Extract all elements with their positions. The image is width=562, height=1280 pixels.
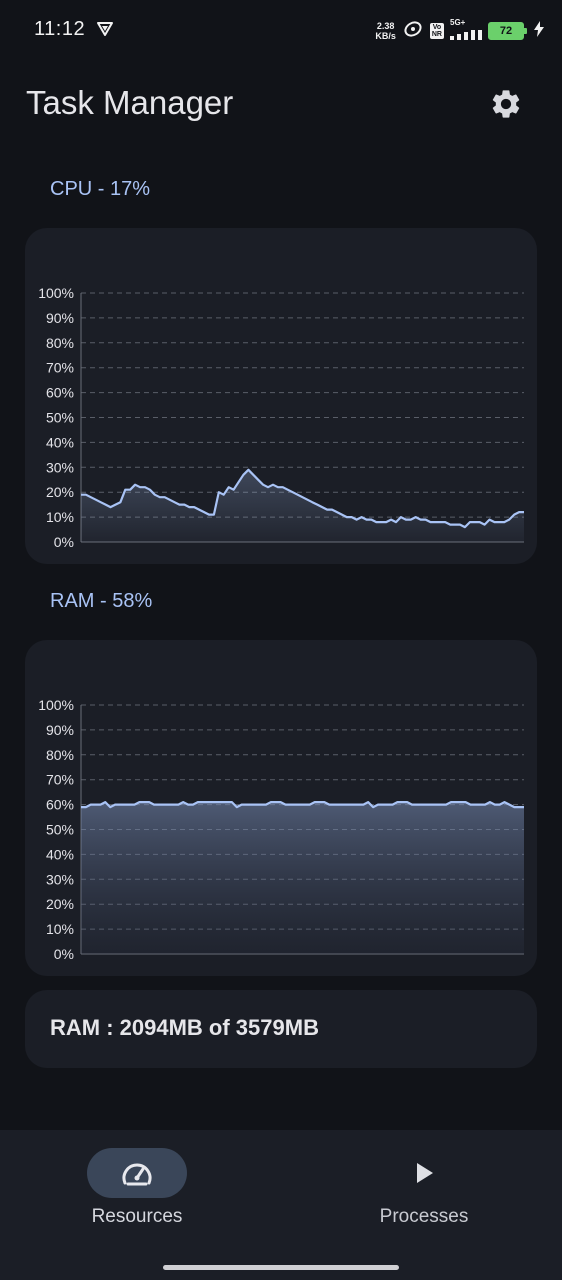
cpu-chart-ytick-label: 0% — [54, 534, 74, 550]
bottom-navigation: Resources Processes — [0, 1130, 562, 1280]
ram-chart-ytick-label: 10% — [46, 921, 74, 937]
hotspot-icon — [402, 20, 424, 43]
speedometer-icon — [122, 1163, 152, 1186]
ram-chart-ytick-label: 60% — [46, 797, 74, 813]
status-bar: 11:12 2.38 KB/s Vo NR 5G+ — [0, 0, 562, 60]
vpn-icon — [96, 20, 114, 43]
cpu-chart-ytick-label: 100% — [38, 285, 74, 301]
ram-chart-ytick-label: 20% — [46, 896, 74, 912]
ram-chart-ytick-label: 30% — [46, 871, 74, 887]
play-icon — [417, 1163, 433, 1183]
signal-icon — [450, 27, 482, 45]
cpu-chart-ytick-label: 70% — [46, 360, 74, 376]
volte-badge: Vo NR — [429, 23, 444, 39]
ram-info-card: RAM : 2094MB of 3579MB — [25, 990, 537, 1068]
status-indicators: 2.38 KB/s Vo NR 5G+ — [375, 18, 544, 44]
cpu-chart-ytick-label: 40% — [46, 434, 74, 450]
nav-pill-resources — [87, 1148, 187, 1198]
nav-item-resources[interactable]: Resources — [47, 1148, 227, 1228]
cpu-chart-area-fill — [81, 469, 524, 542]
gear-icon — [492, 90, 520, 118]
page-title: Task Manager — [26, 84, 234, 121]
nav-item-processes[interactable]: Processes — [334, 1148, 514, 1228]
network-speed-value: 2.38 — [376, 21, 395, 31]
charging-icon — [534, 20, 544, 42]
cpu-chart-ytick-label: 80% — [46, 335, 74, 351]
nav-label-resources: Resources — [91, 1206, 183, 1227]
battery-indicator: 72 — [488, 22, 527, 40]
ram-chart-ytick-label: 100% — [38, 697, 74, 713]
ram-chart-ytick-label: 50% — [46, 822, 74, 838]
network-type-label: 5G+ — [450, 17, 466, 27]
ram-chart: 100% 90% 80% 70% 60% 50% 40% 30% 20% 10% 0% — [38, 697, 524, 962]
signal-group: 5G+ — [450, 18, 482, 45]
ram-chart-ytick-label: 90% — [46, 722, 74, 738]
battery-level: 72 — [499, 25, 513, 37]
cpu-chart-card: 100% 90% 80% 70% 60% 50% 40% 30% 20% 10% 0% — [25, 228, 537, 564]
cpu-chart-ytick-label: 10% — [46, 509, 74, 525]
cpu-chart-ytick-label: 50% — [46, 410, 74, 426]
ram-chart-series-line — [81, 801, 524, 809]
volte-badge-top: Vo — [432, 24, 442, 31]
status-time: 11:12 — [34, 18, 86, 40]
cpu-chart-ytick-label: 60% — [46, 385, 74, 401]
nav-pill-processes — [374, 1148, 474, 1198]
ram-chart-ytick-label: 0% — [54, 946, 74, 962]
network-speed: 2.38 KB/s — [375, 21, 396, 41]
ram-chart-ytick-label: 40% — [46, 846, 74, 862]
ram-chart-ytick-label: 70% — [46, 772, 74, 788]
nav-label-processes: Processes — [379, 1206, 469, 1227]
home-indicator — [163, 1265, 399, 1270]
ram-summary: RAM : 2094MB of 3579MB — [50, 1015, 319, 1040]
cpu-chart-ytick-label: 90% — [46, 310, 74, 326]
network-speed-unit: KB/s — [375, 31, 396, 41]
ram-usage-label: RAM - 58% — [50, 590, 153, 612]
cpu-chart: 100% 90% 80% 70% 60% 50% 40% 30% 20% 10% 0% — [38, 285, 524, 550]
cpu-chart-ytick-label: 30% — [46, 459, 74, 475]
volte-badge-bottom: NR — [431, 31, 442, 38]
cpu-chart-series-line — [81, 468, 524, 529]
ram-chart-area-fill — [81, 802, 524, 954]
cpu-chart-ytick-label: 20% — [46, 484, 74, 500]
ram-chart-card: 100% 90% 80% 70% 60% 50% 40% 30% 20% 10% 0% — [25, 640, 537, 976]
settings-button[interactable] — [486, 84, 526, 124]
ram-chart-ytick-label: 80% — [46, 747, 74, 763]
cpu-usage-label: CPU - 17% — [50, 178, 151, 200]
